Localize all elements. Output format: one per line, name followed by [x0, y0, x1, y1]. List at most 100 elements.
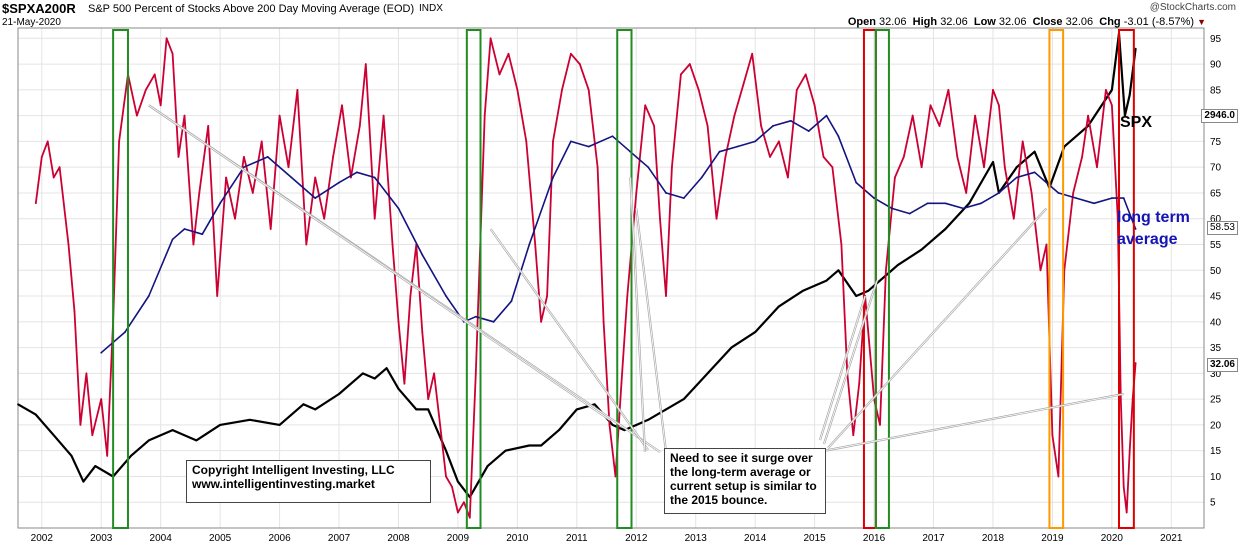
y-tick-label: 65	[1210, 188, 1222, 199]
spx-series-point	[801, 289, 804, 292]
spx-series-point	[397, 387, 400, 390]
percent-above-200dma-point	[409, 295, 412, 297]
percent-above-200dma-point	[85, 372, 88, 375]
long-term-average-point	[1033, 171, 1036, 174]
spx-series-point	[94, 465, 97, 468]
spx-series-point	[504, 449, 507, 452]
long-term-average-point	[1122, 197, 1125, 200]
spx-series-point	[1015, 166, 1018, 169]
long-term-average-point	[611, 135, 614, 138]
x-tick-label: 2003	[90, 533, 113, 544]
x-tick-label: 2006	[268, 533, 291, 544]
x-tick-label: 2016	[863, 533, 886, 544]
long-term-average-point	[682, 197, 685, 200]
y-tick-label: 75	[1210, 137, 1222, 148]
percent-above-200dma-point	[992, 88, 994, 91]
percent-above-200dma-point	[427, 398, 430, 401]
long-term-average-point	[980, 202, 982, 205]
down-triangle-icon: ▼	[1197, 17, 1206, 27]
long-term-average-point	[855, 181, 858, 184]
average-label-line1: long term	[1117, 209, 1190, 226]
percent-above-200dma-point	[1128, 449, 1131, 452]
percent-above-200dma-point	[468, 516, 471, 519]
percent-above-200dma-point	[58, 166, 61, 169]
percent-above-200dma-point	[1030, 192, 1033, 194]
percent-above-200dma-point	[742, 83, 745, 86]
percent-above-200dma-point	[314, 176, 317, 179]
percent-above-200dma-point	[974, 114, 977, 117]
spx-series-point	[385, 367, 388, 370]
percent-above-200dma-point	[144, 88, 147, 91]
long-term-average-point	[201, 233, 204, 236]
percent-above-200dma-point	[40, 155, 43, 158]
percent-above-200dma-point	[507, 52, 510, 55]
percent-above-200dma-point	[1119, 398, 1122, 401]
percent-above-200dma-point	[350, 176, 352, 179]
percent-above-200dma-point	[920, 166, 923, 169]
annotation-note: Need to see it surge over the long-term …	[664, 448, 826, 514]
y-tick-label: 5	[1210, 498, 1216, 509]
percent-above-200dma-point	[956, 155, 959, 158]
spx-series-line	[17, 32, 1137, 499]
annotation-pointer-highlight	[629, 177, 646, 453]
spx-series-point	[837, 269, 840, 272]
percent-above-200dma-point	[73, 310, 76, 313]
website-line: www.intelligentinvesting.market	[192, 477, 375, 491]
green-highlight-box	[616, 29, 633, 529]
percent-above-200dma-point	[474, 372, 477, 375]
spx-series-point	[682, 398, 685, 401]
long-term-average-point	[587, 145, 590, 148]
percent-above-200dma-point	[552, 140, 554, 143]
percent-above-200dma-point	[947, 88, 950, 91]
percent-above-200dma-point	[451, 485, 453, 488]
percent-above-200dma-point	[305, 243, 308, 246]
percent-above-200dma-point	[278, 114, 281, 117]
y-tick-label: 10	[1210, 472, 1222, 483]
highlight-boxes	[112, 29, 1135, 529]
percent-above-200dma-point	[614, 475, 617, 478]
orange-highlight-box	[1048, 29, 1065, 529]
spx-series-point	[82, 480, 85, 483]
annotation-pointer-highlight	[819, 295, 866, 441]
red-highlight-box	[1117, 29, 1135, 529]
percent-above-200dma-point	[983, 166, 985, 169]
percent-above-200dma-point	[813, 104, 816, 107]
percent-above-200dma-point	[135, 114, 138, 117]
spx-series-point	[1033, 150, 1036, 153]
percent-above-200dma-point	[358, 125, 361, 127]
close-value: 32.06	[1065, 16, 1094, 28]
percent-above-200dma-point	[397, 320, 400, 323]
spx-series-point	[992, 161, 994, 163]
high-label: High	[912, 16, 938, 28]
percent-above-200dma-point	[822, 155, 825, 158]
y-tick-label: 85	[1210, 85, 1222, 96]
percent-above-200dma-point	[840, 243, 843, 246]
stockcharts-brand[interactable]: @StockCharts.com	[1149, 2, 1236, 13]
percent-above-200dma-point	[911, 114, 914, 117]
long-term-average-point	[421, 253, 424, 256]
percent-above-200dma-point	[46, 140, 49, 143]
long-term-average-point	[998, 192, 1000, 194]
long-term-average-point	[124, 331, 126, 334]
percent-above-200dma-point	[498, 73, 501, 76]
percent-above-200dma-point	[569, 52, 572, 55]
percent-above-200dma-point	[1081, 155, 1084, 158]
average-price-tag: 58.53	[1206, 221, 1238, 235]
spx-series-point	[1128, 94, 1131, 96]
spx-series-point	[665, 408, 667, 411]
percent-above-200dma-point	[751, 52, 754, 55]
long-term-average-point	[754, 140, 757, 143]
percent-above-200dma-point	[602, 320, 605, 323]
percent-above-200dma-point	[1122, 485, 1125, 488]
percent-above-200dma-point	[198, 192, 201, 194]
y-tick-label: 15	[1210, 446, 1222, 457]
percent-above-200dma-point	[269, 228, 272, 230]
spx-series-point	[52, 434, 55, 437]
percent-above-200dma-point	[373, 217, 376, 220]
chart-grid	[18, 28, 1204, 528]
x-tick-label: 2020	[1101, 533, 1124, 544]
y-tick-label: 55	[1210, 240, 1222, 251]
percent-above-200dma-point	[192, 243, 195, 246]
percent-above-200dma-point	[391, 243, 394, 246]
percent-above-200dma-point	[715, 217, 718, 220]
